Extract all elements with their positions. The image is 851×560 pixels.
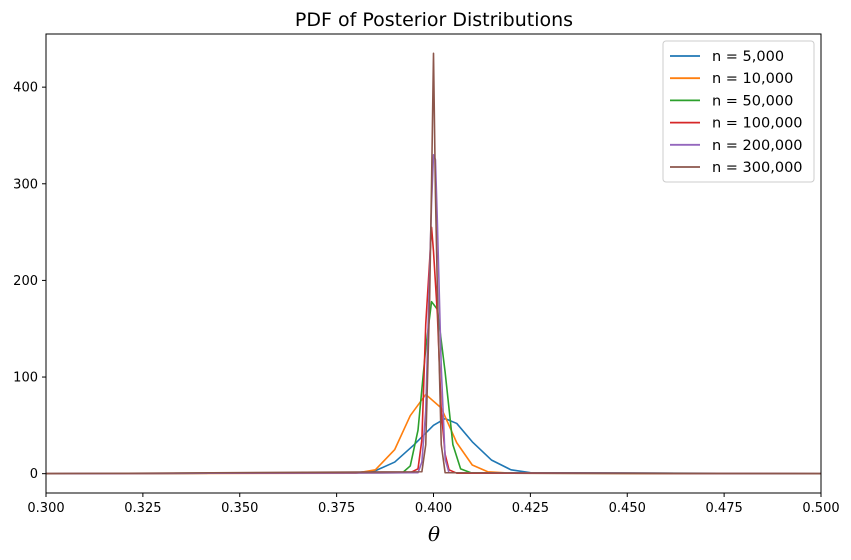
legend-items: n = 5,000 n = 10,000 n = 50,000 n = 100,000… xyxy=(670,49,803,176)
x-tick-label: 0.450 xyxy=(609,501,646,516)
x-tick-label: 0.375 xyxy=(318,501,355,516)
legend-label: n = 50,000 xyxy=(712,93,793,109)
legend-label: n = 300,000 xyxy=(712,160,803,176)
series-line-4 xyxy=(45,153,822,475)
series-line-3 xyxy=(45,226,822,475)
x-tick-label: 0.400 xyxy=(415,501,452,516)
legend-label: n = 200,000 xyxy=(712,138,803,154)
y-tick-label: 300 xyxy=(13,177,38,192)
x-tick-label: 0.300 xyxy=(27,501,64,516)
legend-frame xyxy=(662,40,815,183)
legend: n = 5,000 n = 10,000 n = 50,000 n = 100,000… xyxy=(662,40,815,183)
x-tick-label: 0.475 xyxy=(706,501,743,516)
x-tick-label: 0.500 xyxy=(802,501,839,516)
legend-label: n = 5,000 xyxy=(712,49,784,65)
axes-layer: 0.300 0.325 0.350 0.375 0.400 0.425 0.450 0.475… xyxy=(13,33,840,516)
series-line-5 xyxy=(45,52,822,475)
x-axis-label: θ xyxy=(428,522,440,546)
legend-label: n = 10,000 xyxy=(712,71,793,87)
legend-label: n = 100,000 xyxy=(712,116,803,132)
series-line-2 xyxy=(45,300,822,475)
y-tick-label: 0 xyxy=(30,467,38,482)
series-layer xyxy=(45,52,822,475)
series-line-1 xyxy=(45,393,822,475)
y-tick-label: 100 xyxy=(13,371,38,386)
x-tick-label: 0.325 xyxy=(124,501,161,516)
y-tick-label: 200 xyxy=(13,274,38,289)
x-tick-label: 0.425 xyxy=(512,501,549,516)
chart-title: PDF of Posterior Distributions xyxy=(295,9,573,31)
y-tick-label: 400 xyxy=(13,81,38,96)
x-tick-label: 0.350 xyxy=(221,501,258,516)
